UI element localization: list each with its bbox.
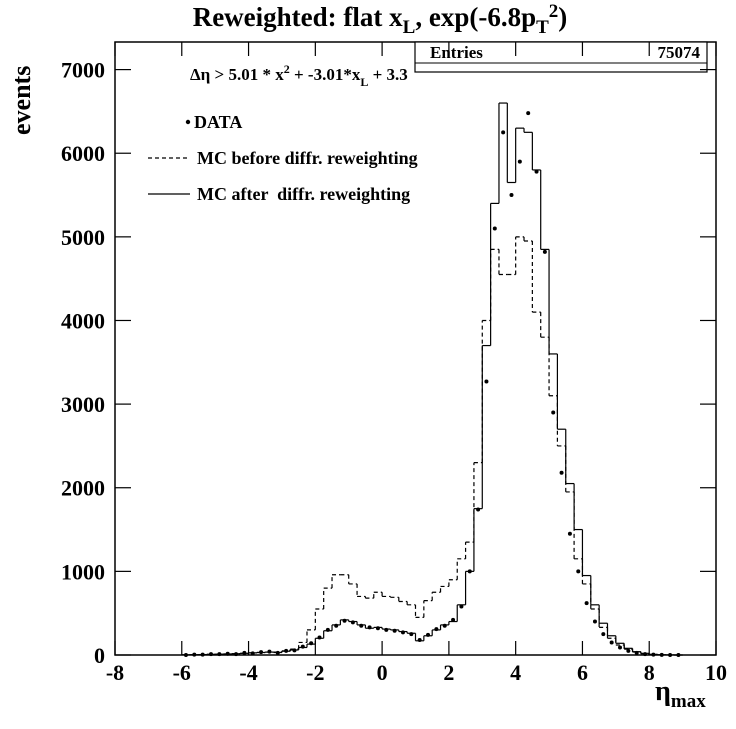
legend-label: MC before diffr. reweighting [197,148,418,168]
chart-title: Reweighted: flat xL, exp(-6.8pT2) [193,1,568,38]
x-axis-label-part: max [671,691,706,712]
annotation-part: L [360,75,368,89]
y-tick-label: 4000 [61,308,105,333]
y-tick-label: 3000 [61,392,105,417]
data-point [551,410,556,415]
y-tick-label: 1000 [61,559,105,584]
data-point [459,604,464,609]
data-point [584,601,589,606]
x-tick-label: 10 [705,660,727,685]
y-tick-label: 2000 [61,476,105,501]
y-tick-label: 7000 [61,58,105,83]
data-point [501,130,506,135]
data-point [526,111,531,116]
x-tick-label: 2 [443,660,454,685]
data-point [559,470,564,475]
chart-title-part: Reweighted: flat x [193,2,403,32]
x-tick-label: 6 [577,660,588,685]
data-point [576,569,581,574]
stats-box [414,41,708,73]
x-tick-label: -4 [239,660,257,685]
x-tick-label: 4 [510,660,521,685]
data-point [609,640,614,645]
x-tick-label: 8 [644,660,655,685]
plot-frame [114,41,717,656]
x-tick-label: -8 [106,660,124,685]
stats-value: 75074 [658,43,701,62]
legend-label: MC after diffr. reweighting [197,184,410,204]
data-point [601,632,606,637]
data-point [534,169,539,174]
annotation-part: + -3.01*x [290,65,361,84]
data-point [542,249,547,254]
legend-label: DATA [194,112,242,132]
legend-marker [185,119,191,125]
x-tick-label: 0 [377,660,388,685]
data-point [451,617,456,622]
data-point [618,645,623,650]
chart-title-part: 2 [549,1,559,22]
y-tick-label: 6000 [61,141,105,166]
stats-label: Entries [430,43,483,62]
annotation-part: Δη > 5.01 * x [190,65,284,84]
annotation-part: + 3.3 [368,65,407,84]
data-point [567,531,572,536]
x-axis-label-part: η [655,676,671,707]
data-point [492,226,497,231]
x-axis-label: ηmax [655,676,706,712]
chart-title-part: , exp(-6.8p [415,2,536,32]
data-point [509,193,514,198]
data-point [484,379,489,384]
data-point [517,159,522,164]
y-tick-label: 5000 [61,225,105,250]
x-tick-label: -2 [306,660,324,685]
data-point [592,619,597,624]
annotation: Δη > 5.01 * x2 + -3.01*xL + 3.3 [190,62,408,89]
data-point [626,648,631,653]
y-tick-label: 0 [94,643,105,668]
chart-title-part: L [403,17,416,38]
chart-title-part: ) [558,2,567,32]
chart-title-part: T [536,17,549,38]
annotation-part: 2 [284,62,290,76]
x-tick-label: -6 [173,660,191,685]
y-axis-label: events [7,66,36,135]
